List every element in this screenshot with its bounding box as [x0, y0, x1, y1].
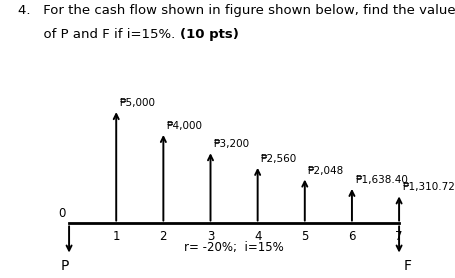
Text: ₱1,310.72: ₱1,310.72	[402, 182, 455, 192]
Text: ₱2,048: ₱2,048	[308, 165, 344, 175]
Text: 5: 5	[301, 230, 308, 243]
Text: 7: 7	[395, 230, 403, 243]
Text: ₱1,638.40: ₱1,638.40	[355, 175, 408, 185]
Text: 2: 2	[160, 230, 167, 243]
Text: P: P	[60, 259, 69, 273]
Text: 6: 6	[348, 230, 356, 243]
Text: 3: 3	[207, 230, 214, 243]
Text: F: F	[404, 259, 412, 273]
Text: ₱2,560: ₱2,560	[261, 154, 297, 164]
Text: ₱3,200: ₱3,200	[214, 139, 250, 149]
Text: 0: 0	[58, 207, 66, 220]
Text: of P and F if i=15%.: of P and F if i=15%.	[18, 28, 180, 41]
Text: 4.   For the cash flow shown in figure shown below, find the values: 4. For the cash flow shown in figure sho…	[18, 4, 455, 17]
Text: r= -20%;  i=15%: r= -20%; i=15%	[184, 240, 284, 254]
Text: ₱5,000: ₱5,000	[120, 98, 156, 108]
Text: 4: 4	[254, 230, 262, 243]
Text: ₱4,000: ₱4,000	[167, 121, 202, 131]
Text: (10 pts): (10 pts)	[180, 28, 238, 41]
Text: 1: 1	[112, 230, 120, 243]
